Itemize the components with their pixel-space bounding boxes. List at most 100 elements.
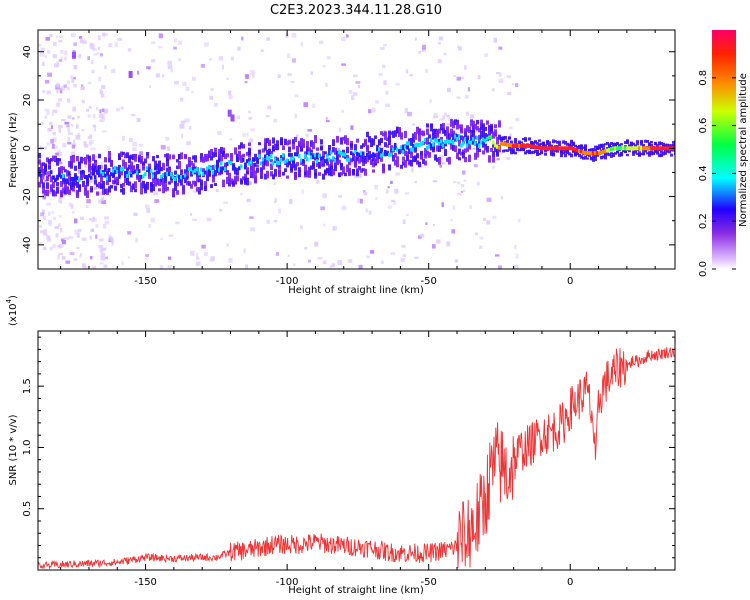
band-point [540,151,543,155]
band-point [460,127,463,134]
band-point [100,174,103,183]
band-point [138,156,141,163]
band-point [418,161,421,168]
band-point [560,153,563,158]
band-point [132,183,135,190]
noise-point [72,50,76,53]
band-point [642,151,645,155]
band-point [452,120,455,129]
band-point [72,154,75,163]
band-point [436,145,439,152]
noise-point [74,229,80,235]
band-point [360,168,363,173]
band-point [646,140,649,143]
band-point [450,128,453,136]
band-point [406,144,409,149]
band-point [388,136,391,142]
x-tick-label: -100 [276,276,299,287]
noise-point [111,243,114,246]
band-point [502,136,505,140]
noise-point [61,255,66,260]
track-point [328,157,331,162]
noise-point [111,238,114,244]
band-point [360,152,363,161]
snr-frame [37,330,676,571]
band-point [414,145,417,153]
noise-point [109,236,113,241]
band-point [536,149,539,154]
band-point [222,150,225,156]
track-point [220,161,223,166]
band-point [196,173,199,177]
noise-point [206,217,212,222]
band-point [214,147,217,155]
band-point [316,152,319,161]
band-point [336,150,339,157]
noise-point [386,189,389,194]
noise-point [167,256,172,260]
track-point [488,135,491,140]
band-point [262,160,265,165]
noise-point [84,164,87,168]
band-point [284,138,287,143]
track-point [532,144,535,149]
noise-point [139,143,143,147]
band-point [64,183,67,190]
band-point [166,187,169,191]
band-point [396,159,399,168]
band-point [276,144,279,151]
track-point [242,157,245,162]
band-point [670,153,673,157]
noise-point [459,76,465,80]
noise-point [151,58,156,63]
band-point [432,145,435,153]
noise-point [167,265,172,268]
noise-point [52,243,57,249]
band-point [124,162,127,169]
band-point [588,149,591,152]
band-point [656,144,659,148]
noise-point [43,215,46,221]
noise-point [469,205,473,209]
noise-point [79,255,82,258]
noise-point [145,254,150,257]
band-point [92,154,95,161]
noise-point [244,80,248,84]
band-point [220,155,223,162]
band-point [248,142,251,147]
noise-point [167,65,173,70]
band-point [128,164,131,170]
noise-point [425,153,429,158]
noise-point [506,75,512,78]
track-point [270,154,273,159]
band-point [296,162,299,167]
band-point [504,135,507,140]
noise-point [91,69,95,74]
noise-point [60,56,63,60]
noise-point [417,235,422,239]
noise-point [159,264,164,269]
noise-point [56,82,60,88]
band-point [390,148,393,157]
band-point [310,152,313,157]
band-point [336,157,339,166]
track-point [352,157,355,162]
band-point [344,172,347,177]
band-point [136,164,139,169]
track-point [358,153,361,158]
noise-point [273,182,276,186]
track-point [246,159,249,164]
band-point [156,163,159,170]
track-point [448,139,451,144]
noise-point [81,99,85,104]
noise-point [87,114,91,118]
band-point [248,147,251,156]
noise-point [72,117,75,120]
band-point [254,170,257,175]
band-point [316,147,319,151]
band-point [200,158,203,163]
noise-point [249,216,254,219]
band-point [276,157,279,164]
noise-point [170,68,174,73]
track-point [256,157,259,162]
